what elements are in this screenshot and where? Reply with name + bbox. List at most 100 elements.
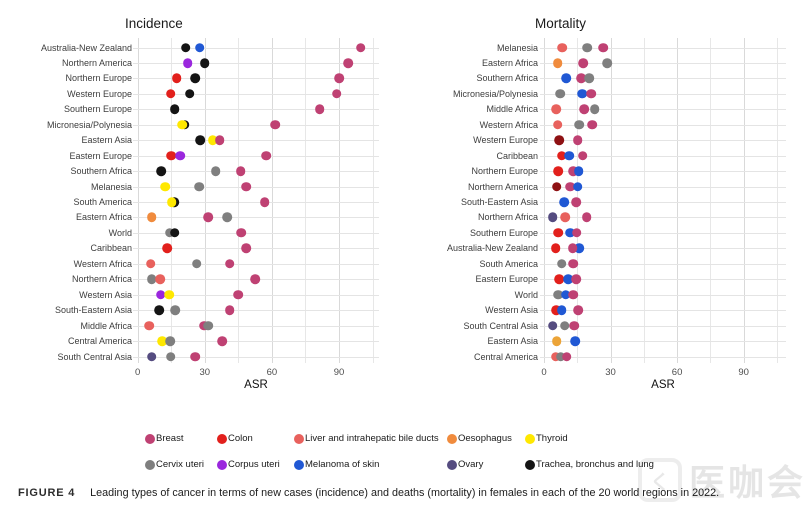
data-dot-breast — [343, 58, 354, 68]
data-dot-breast — [571, 274, 581, 285]
data-dot-melanoma — [195, 42, 205, 53]
axis-tick-label: 30 — [199, 367, 211, 378]
row-grid-line — [133, 47, 379, 49]
row-grid-line — [133, 78, 379, 80]
legend-dot-ovary — [447, 459, 457, 470]
region-label: Northern Africa — [477, 212, 538, 223]
data-dot-colon — [172, 73, 182, 84]
legend-label: Breast — [156, 433, 184, 444]
region-label: South America — [479, 258, 538, 269]
data-dot-breast — [562, 351, 572, 362]
grid-line — [137, 38, 139, 363]
legend-label: Colon — [228, 433, 253, 444]
data-dot-lung — [180, 42, 191, 53]
data-dot-breast — [261, 150, 271, 161]
row-grid-line — [540, 140, 786, 142]
row-grid-line — [540, 294, 786, 296]
axis-tick-label: 0 — [541, 367, 547, 378]
data-dot-breast — [576, 73, 586, 84]
data-dot-colon — [551, 305, 561, 315]
grid-line — [372, 38, 374, 363]
data-dot-lung — [195, 135, 205, 145]
grid-line — [610, 38, 612, 363]
data-dot-breast — [578, 58, 588, 68]
data-dot-breast — [225, 259, 235, 269]
region-label: Northern Europe — [471, 166, 538, 177]
data-dot-breast — [568, 166, 578, 176]
legend-dot-liver — [294, 434, 304, 444]
panel-title: Incidence — [125, 16, 183, 31]
data-dot-breast — [598, 42, 609, 53]
region-label: Melanesia — [90, 181, 132, 192]
legend-label: Melanoma of skin — [305, 458, 380, 470]
legend-dot-colon — [217, 434, 227, 444]
axis-tick-label: 60 — [671, 367, 683, 378]
row-grid-line — [540, 155, 786, 157]
data-dot-breast — [572, 135, 583, 145]
data-dot-colon — [165, 89, 176, 99]
data-dot-breast — [225, 305, 235, 315]
row-grid-line — [133, 140, 379, 142]
data-dot-thyroid — [164, 289, 175, 300]
data-dot-breast — [565, 181, 576, 192]
data-dot-melanoma — [560, 289, 571, 300]
region-label: Southern Europe — [63, 104, 132, 115]
data-dot-colon — [556, 150, 567, 161]
data-dot-lung — [169, 228, 180, 238]
data-dot-lung — [185, 89, 195, 99]
data-dot-cervix — [210, 166, 221, 176]
data-dot-cervix — [556, 259, 567, 269]
row-grid-line — [133, 124, 379, 126]
data-dot-breast — [250, 274, 260, 285]
legend-label: Trachea, bronchus and lung — [536, 458, 654, 470]
data-dot-cervix — [574, 119, 585, 130]
row-grid-line — [540, 93, 786, 95]
row-grid-line — [133, 232, 379, 234]
data-dot-melanoma — [561, 73, 571, 84]
row-grid-line — [540, 325, 786, 327]
data-dot-melanoma — [559, 197, 569, 207]
grid-line — [677, 38, 679, 363]
data-dot-thyroid — [208, 135, 218, 145]
region-label: Middle Africa — [80, 320, 132, 331]
row-grid-line — [133, 248, 379, 250]
data-dot-lung — [169, 104, 180, 115]
data-dot-breast — [568, 259, 579, 269]
row-grid-line — [133, 217, 379, 219]
figure-caption: FIGURE 4 Leading types of cancer in terms… — [18, 484, 782, 503]
data-dot-breast — [334, 73, 344, 84]
data-dot-breast — [314, 104, 325, 115]
row-grid-line — [133, 155, 379, 157]
data-dot-thyroid — [166, 197, 177, 207]
row-grid-line — [133, 109, 379, 111]
row-grid-line — [540, 310, 786, 312]
region-label: Southern Africa — [70, 166, 132, 177]
region-label: Western Africa — [73, 258, 132, 269]
data-dot-ovary — [146, 351, 157, 362]
data-dot-cervix — [165, 351, 176, 362]
row-grid-line — [133, 263, 379, 265]
data-dot-lung — [199, 58, 210, 68]
data-dot-breast — [241, 181, 252, 192]
data-dot-cervix — [553, 289, 564, 300]
legend-dot-lung — [525, 459, 535, 470]
data-dot-cervix — [589, 104, 600, 115]
data-dot-thyroid — [157, 336, 168, 346]
legend-label: Ovary — [458, 458, 484, 470]
region-label: World — [514, 289, 538, 300]
data-dot-cervix — [170, 305, 180, 315]
grid-line — [544, 38, 545, 363]
data-dot-melanoma — [572, 181, 583, 192]
data-dot-ovary — [547, 212, 558, 223]
data-dot-liver — [552, 119, 563, 130]
region-label: Caribbean — [496, 150, 538, 161]
data-dot-breast — [259, 197, 270, 207]
legend-label: Oesophagus — [458, 433, 512, 444]
data-dot-liver — [145, 259, 156, 269]
row-grid-line — [540, 341, 786, 343]
row-grid-line — [133, 171, 379, 173]
data-dot-colon — [166, 150, 176, 161]
data-dot-corpus — [155, 289, 166, 300]
data-dot-breast — [235, 166, 246, 176]
